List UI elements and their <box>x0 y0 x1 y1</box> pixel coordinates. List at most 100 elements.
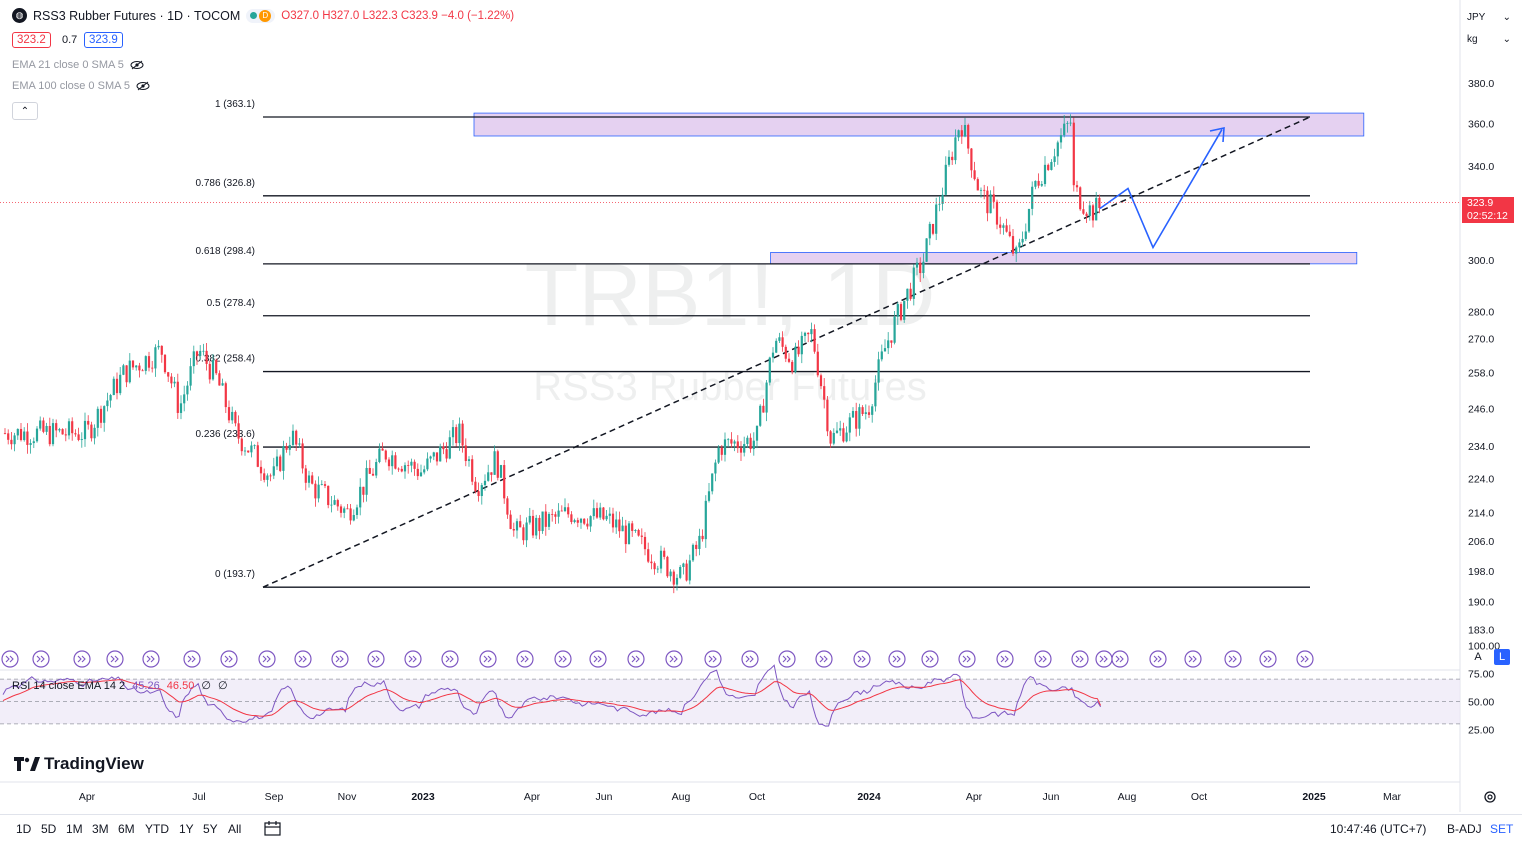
event-chevrons <box>892 655 901 663</box>
timeframe-5d[interactable]: 5D <box>41 822 57 836</box>
candle-body <box>682 563 685 567</box>
candle-body <box>922 261 925 274</box>
auto-scale-button[interactable]: A <box>1474 651 1482 663</box>
candle-body <box>823 386 826 400</box>
candle-body <box>643 536 647 550</box>
candle-body <box>1047 164 1050 170</box>
event-circle <box>853 650 871 668</box>
hidden-eye-icon[interactable] <box>130 60 144 70</box>
time-axis-label: Apr <box>966 791 983 803</box>
candle-body <box>285 446 288 450</box>
event-chevrons <box>146 655 155 663</box>
event-circle <box>888 650 906 668</box>
symbol-title[interactable]: RSS3 Rubber Futures · 1D · TOCOM <box>33 8 241 23</box>
event-circle <box>258 650 276 668</box>
timeframe-6m[interactable]: 6M <box>118 822 135 836</box>
timeframe-1y[interactable]: 1Y <box>179 822 194 836</box>
candle-body <box>992 194 995 202</box>
ema100-label: EMA 100 close 0 SMA 5 <box>12 80 131 92</box>
candle-body <box>336 500 339 507</box>
candle-body <box>695 544 698 549</box>
candle-body <box>391 455 394 467</box>
event-circle <box>1071 650 1089 668</box>
price-chart[interactable]: TRB1!, 1D RSS3 Rubber Futures 1 (363.1) 0.7… <box>0 0 1500 812</box>
candle-body <box>519 521 522 528</box>
event-chevrons <box>669 655 678 663</box>
candle-body <box>333 500 336 505</box>
fib-level-label: 0.618 (298.4) <box>196 246 256 257</box>
rsi-legend[interactable]: RSI 14 close EMA 14 2 45.26 46.50 ∅ ∅ <box>12 679 228 692</box>
candle-body <box>861 407 864 415</box>
candle-body <box>362 486 365 495</box>
candle-body <box>621 525 624 532</box>
candle-body <box>135 365 138 368</box>
bid-price-button[interactable]: 323.2 <box>12 32 51 48</box>
ema21-legend[interactable]: EMA 21 close 0 SMA 5 <box>12 59 144 71</box>
event-circle <box>404 650 422 668</box>
event-circle <box>1296 650 1314 668</box>
candle-body <box>656 568 659 570</box>
collapse-legend-button[interactable]: ⌃ <box>12 102 38 120</box>
event-chevrons <box>819 655 828 663</box>
settlement-toggle[interactable]: SET <box>1490 822 1514 836</box>
timeframe-3m[interactable]: 3M <box>92 822 109 836</box>
candle-body <box>829 431 832 444</box>
candle-body <box>256 445 259 467</box>
candle-body <box>653 563 656 570</box>
tradingview-logo[interactable]: TradingView <box>14 754 144 774</box>
adjustment-toggle[interactable]: B-ADJ <box>1447 822 1482 836</box>
ema100-legend[interactable]: EMA 100 close 0 SMA 5 <box>12 80 150 92</box>
price-axis-label: 206.0 <box>1468 536 1494 548</box>
rsi-line <box>2 664 1102 727</box>
candle-body <box>458 423 461 444</box>
chart-settings-gear-icon[interactable] <box>1482 789 1498 805</box>
ask-price-button[interactable]: 323.9 <box>84 32 123 48</box>
economic-event-icon <box>778 650 796 668</box>
candle-body <box>455 427 458 444</box>
event-chevrons <box>1115 655 1124 663</box>
event-chevrons <box>408 655 417 663</box>
unit-select[interactable]: kg ⌄ <box>1463 30 1515 48</box>
candle-body <box>442 446 445 450</box>
candle-body <box>887 340 890 349</box>
hidden-eye-icon[interactable] <box>136 81 150 91</box>
candle-body <box>624 525 627 545</box>
calendar-range-icon[interactable] <box>262 820 284 838</box>
candle-body <box>490 472 493 475</box>
candle-body <box>1082 209 1085 214</box>
rsi-ema-value: 46.50 <box>166 680 195 692</box>
timeframe-1m[interactable]: 1M <box>66 822 83 836</box>
candle-body <box>151 367 154 369</box>
candle-body <box>775 340 778 353</box>
candle-body <box>1008 231 1011 237</box>
candle-body <box>499 465 503 478</box>
economic-event-icon <box>32 650 50 668</box>
candle-body <box>368 467 371 474</box>
event-chevrons <box>520 655 529 663</box>
candle-body <box>13 435 16 445</box>
clock-timezone[interactable]: 10:47:46 (UTC+7) <box>1330 822 1427 836</box>
timeframe-1d[interactable]: 1D <box>16 822 32 836</box>
timeframe-5y[interactable]: 5Y <box>203 822 218 836</box>
economic-event-icon <box>1 650 19 668</box>
timeframe-ytd[interactable]: YTD <box>145 822 169 836</box>
timeframe-all[interactable]: All <box>228 822 242 836</box>
market-status-badge[interactable]: D <box>246 8 276 23</box>
candle-body <box>608 513 611 516</box>
candle-body <box>618 519 621 532</box>
candle-body <box>42 420 45 432</box>
currency-select[interactable]: JPY ⌄ <box>1463 8 1515 26</box>
candle-body <box>23 431 26 441</box>
candle-body <box>403 465 407 472</box>
candle-body <box>688 560 691 581</box>
candle-body <box>275 456 279 467</box>
event-circle <box>1095 650 1113 668</box>
candle-body <box>61 429 64 435</box>
candle-body <box>743 444 746 453</box>
economic-event-icon <box>958 650 976 668</box>
candle-body <box>784 346 787 359</box>
candle-body <box>979 189 983 191</box>
time-axis-label: Apr <box>79 791 96 803</box>
log-scale-button[interactable]: L <box>1494 649 1510 665</box>
